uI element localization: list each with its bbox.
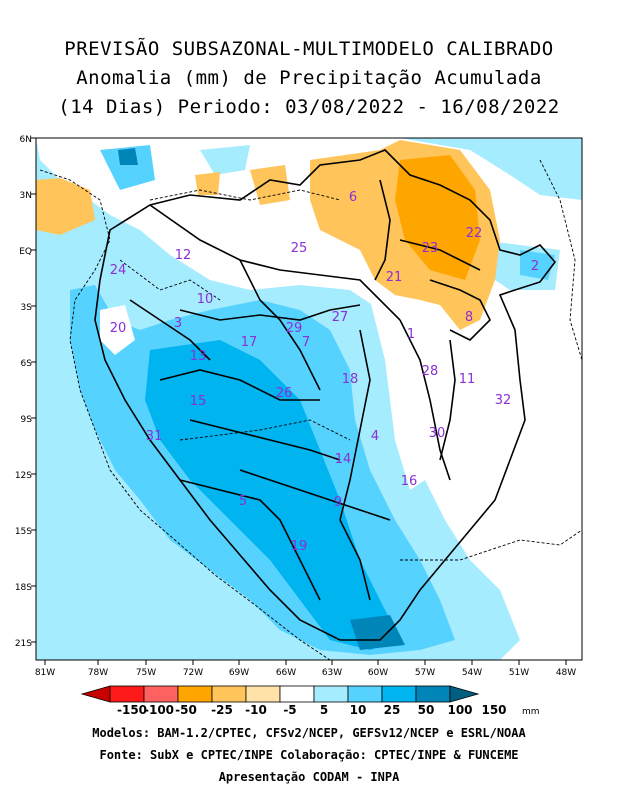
lon-label: 72W	[183, 668, 203, 678]
lat-label: EQ	[19, 247, 32, 257]
map-title-line-1: PREVISÃO SUBSAZONAL-MULTIMODELO CALIBRAD…	[64, 38, 554, 60]
basin-label: 10	[197, 292, 214, 307]
lon-label: 81W	[35, 668, 55, 678]
footer-models: Modelos: BAM-1.2/CPTEC, CFSv2/NCEP, GEFS…	[92, 726, 526, 740]
basin-label: 30	[429, 426, 446, 441]
basin-label: 23	[422, 241, 439, 256]
lon-label: 78W	[88, 668, 108, 678]
basin-label: 16	[401, 474, 418, 489]
colorbar-swatch	[347, 685, 383, 703]
lat-label: 21S	[15, 639, 32, 649]
lon-label: 60W	[368, 668, 388, 678]
lon-label: 69W	[229, 668, 249, 678]
colorbar-labels: -150 -100 -50 -25 -10 -5 5 10 25 50 100 …	[117, 703, 540, 717]
basin-labels: 1 2 3 4 5 6 7 8 9 10 11 12 13 14 15 16 1…	[110, 190, 539, 554]
colorbar-label: -5	[283, 703, 296, 717]
colorbar-label: 5	[320, 703, 328, 717]
basin-label: 21	[386, 270, 403, 285]
longitude-axis: 81W 78W 75W 72W 69W 66W 63W 60W 57W 54W …	[35, 668, 576, 678]
colorbar-label: -10	[245, 703, 267, 717]
lon-label: 75W	[136, 668, 156, 678]
lat-label: 6N	[20, 135, 32, 145]
basin-label: 5	[239, 494, 247, 509]
lon-label: 48W	[556, 668, 576, 678]
basin-label: 1	[407, 327, 415, 342]
map-title-line-2: Anomalia (mm) de Precipitação Acumulada	[76, 67, 542, 89]
basin-label: 19	[291, 539, 308, 554]
basin-label: 28	[422, 364, 439, 379]
colorbar-label: 10	[350, 703, 367, 717]
colorbar-swatch	[177, 685, 213, 703]
basin-label: 11	[459, 372, 476, 387]
lat-label: 9S	[21, 415, 33, 425]
basin-label: 29	[286, 321, 303, 336]
basin-label: 3	[174, 316, 182, 331]
basin-label: 13	[190, 349, 207, 364]
colorbar-swatch	[245, 685, 281, 703]
latitude-axis: 6N 3N EQ 3S 6S 9S 12S 15S 18S 21S	[15, 135, 32, 649]
basin-label: 7	[302, 335, 310, 350]
lat-label: 6S	[21, 359, 33, 369]
colorbar-swatch	[211, 685, 247, 703]
colorbar-swatch	[381, 685, 417, 703]
axis-ticks	[31, 137, 567, 665]
basin-label: 32	[495, 393, 512, 408]
country-borders	[39, 159, 583, 661]
colorbar-swatch	[279, 685, 315, 703]
map-frame	[35, 137, 583, 661]
basin-outlines	[94, 149, 557, 641]
lon-label: 51W	[509, 668, 529, 678]
basin-label: 4	[371, 429, 379, 444]
colorbar-swatch	[415, 685, 451, 703]
lon-label: 63W	[322, 668, 342, 678]
anomaly-field	[36, 138, 582, 660]
map-title-line-3: (14 Dias) Periodo: 03/08/2022 - 16/08/20…	[58, 96, 560, 118]
basin-label: 8	[465, 310, 473, 325]
basin-label: 2	[531, 259, 539, 274]
colorbar	[80, 685, 480, 703]
colorbar-swatch	[143, 685, 179, 703]
colorbar-arrow-low	[80, 685, 111, 703]
basin-label: 6	[349, 190, 357, 205]
lat-label: 3S	[21, 303, 33, 313]
lat-label: 18S	[15, 583, 32, 593]
colorbar-label: 100	[447, 703, 472, 717]
basin-label: 22	[466, 226, 483, 241]
lon-label: 66W	[276, 668, 296, 678]
basin-label: 17	[241, 335, 258, 350]
basin-label: 27	[332, 310, 349, 325]
footer-presentation: Apresentação CODAM - INPA	[218, 770, 400, 784]
colorbar-label: -50	[175, 703, 197, 717]
colorbar-label: 150	[481, 703, 506, 717]
basin-label: 12	[175, 248, 192, 263]
lon-label: 54W	[462, 668, 482, 678]
colorbar-label: -100	[144, 703, 174, 717]
colorbar-label: -25	[211, 703, 233, 717]
colorbar-swatch	[109, 685, 145, 703]
colorbar-unit: mm	[522, 707, 540, 717]
basin-label: 9	[334, 495, 342, 510]
basin-label: 18	[342, 372, 359, 387]
basin-label: 31	[146, 429, 163, 444]
colorbar-label: -150	[117, 703, 147, 717]
lat-label: 3N	[20, 191, 32, 201]
basin-label: 24	[110, 263, 127, 278]
colorbar-label: 25	[384, 703, 401, 717]
basin-label: 14	[335, 452, 352, 467]
footer-source: Fonte: SubX e CPTEC/INPE Colaboração: CP…	[99, 748, 519, 762]
basin-label: 26	[276, 386, 293, 401]
lat-label: 15S	[15, 527, 32, 537]
colorbar-label: 50	[418, 703, 435, 717]
colorbar-arrow-high	[449, 685, 480, 703]
lon-label: 57W	[415, 668, 435, 678]
colorbar-swatch	[313, 685, 349, 703]
lat-label: 12S	[15, 471, 32, 481]
basin-label: 25	[291, 241, 308, 256]
basin-label: 15	[190, 394, 207, 409]
basin-label: 20	[110, 321, 127, 336]
